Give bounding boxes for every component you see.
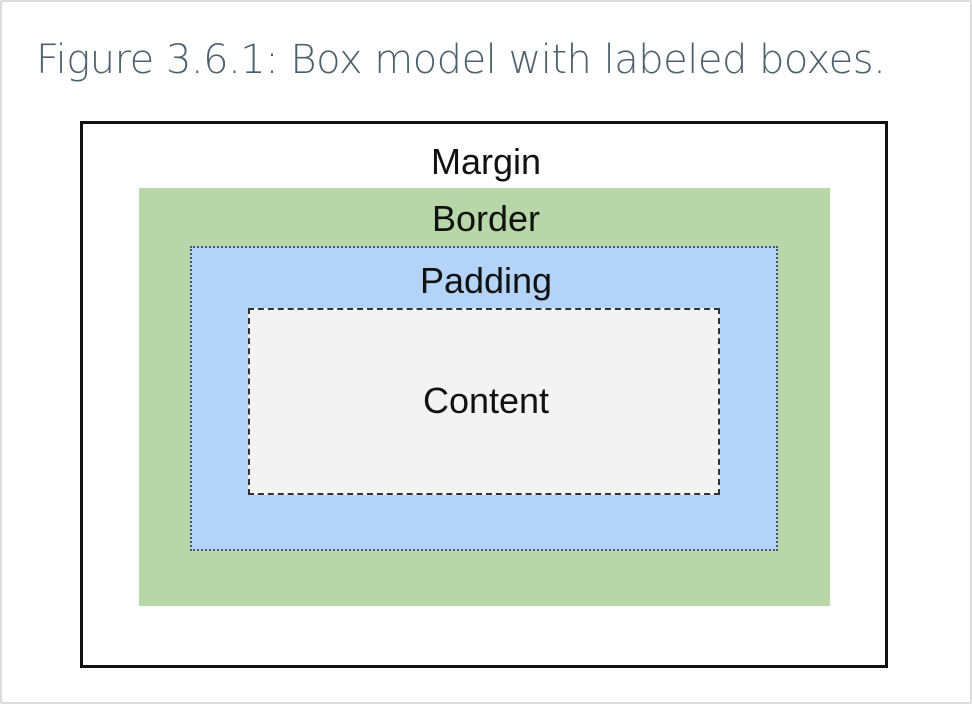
margin-label: Margin: [430, 141, 542, 182]
border-label: Border: [431, 198, 541, 239]
content-label: Content: [422, 380, 550, 421]
padding-label: Padding: [419, 260, 553, 301]
content-box: [248, 308, 720, 495]
figure-caption: Figure 3.6.1: Box model with labeled box…: [36, 37, 886, 83]
